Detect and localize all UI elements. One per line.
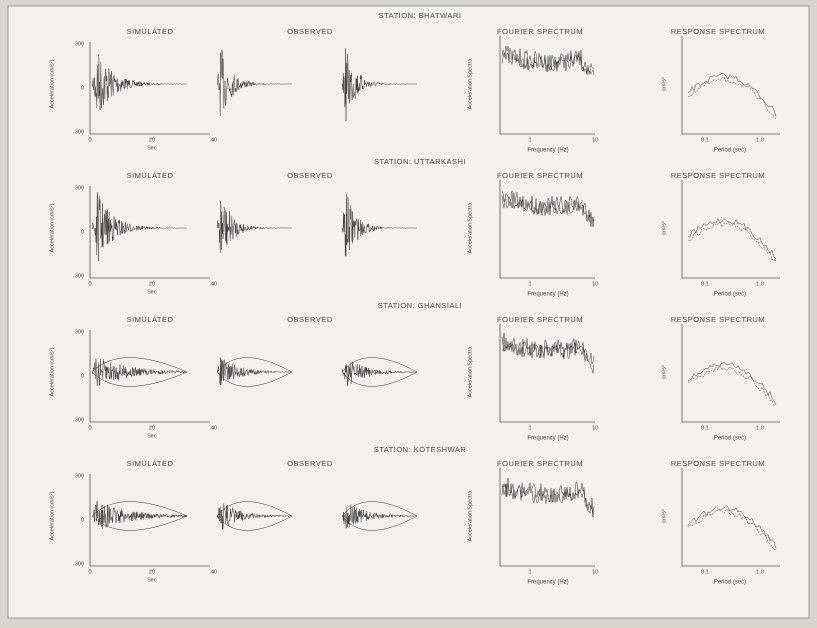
fourier-title: FOURIER SPECTRUM <box>497 27 583 36</box>
station-label: STATION: UTTARKASHI <box>374 157 466 166</box>
response-y-label: cm/s² <box>661 509 667 523</box>
fourier-y-label: Acceleration Spectra <box>467 346 473 398</box>
response-title: RESPONSE SPECTRUM <box>671 459 765 468</box>
x-tick: 20 <box>149 425 155 431</box>
response-x-tick: 0.1 <box>701 425 709 431</box>
simulated-label: SIMULATED <box>127 27 174 36</box>
y-tick: -300 <box>73 129 84 135</box>
y-tick: 0 <box>81 85 84 91</box>
y-tick: -300 <box>73 273 84 279</box>
response-x-tick: 0.1 <box>701 137 709 143</box>
x-axis-label: Sec <box>147 577 157 583</box>
station-label: STATION: KOTESHWAR <box>374 445 467 454</box>
fourier-x-tick: 1 <box>528 425 531 431</box>
x-tick: 0 <box>88 281 91 287</box>
station-label: STATION: BHATWARI <box>379 11 462 20</box>
observed-label: OBSERVED <box>287 459 333 468</box>
fourier-x-label: Frequency (Hz) <box>527 148 568 154</box>
response-x-tick: 1.0 <box>756 425 764 431</box>
response-x-label: Period (sec) <box>714 436 746 442</box>
y-tick: 300 <box>75 329 84 335</box>
x-tick: 40 <box>211 569 217 575</box>
x-tick: 40 <box>211 137 217 143</box>
y-tick: 300 <box>75 473 84 479</box>
y-axis-label: Acceleration (cm/s²) <box>49 59 55 108</box>
x-tick: 40 <box>211 281 217 287</box>
response-title: RESPONSE SPECTRUM <box>671 171 765 180</box>
response-x-label: Period (sec) <box>714 148 746 154</box>
response-x-tick: 1.0 <box>756 569 764 575</box>
observed-label: OBSERVED <box>287 315 333 324</box>
fourier-x-label: Frequency (Hz) <box>527 292 568 298</box>
x-tick: 0 <box>88 137 91 143</box>
observed-label: OBSERVED <box>287 27 333 36</box>
x-axis-label: Sec <box>147 145 157 151</box>
y-axis-label: Acceleration (cm/s²) <box>49 491 55 540</box>
observed-label: OBSERVED <box>287 171 333 180</box>
x-axis-label: Sec <box>147 289 157 295</box>
fourier-x-tick: 1 <box>528 569 531 575</box>
fourier-x-tick: 1 <box>528 281 531 287</box>
fourier-y-label: Acceleration Spectra <box>467 58 473 110</box>
fourier-x-tick: 10 <box>592 569 598 575</box>
fourier-x-label: Frequency (Hz) <box>527 436 568 442</box>
y-tick: -300 <box>73 561 84 567</box>
response-y-label: cm/s² <box>661 221 667 235</box>
response-x-tick: 1.0 <box>756 137 764 143</box>
response-y-label: cm/s² <box>661 365 667 379</box>
simulated-label: SIMULATED <box>127 459 174 468</box>
fourier-x-tick: 10 <box>592 425 598 431</box>
fourier-title: FOURIER SPECTRUM <box>497 459 583 468</box>
y-tick: -300 <box>73 417 84 423</box>
figure: STATION: BHATWARI SIMULATED OBSERVED Accele… <box>0 0 817 628</box>
fourier-title: FOURIER SPECTRUM <box>497 171 583 180</box>
response-title: RESPONSE SPECTRUM <box>671 315 765 324</box>
x-tick: 20 <box>149 281 155 287</box>
x-tick: 0 <box>88 425 91 431</box>
simulated-label: SIMULATED <box>127 171 174 180</box>
y-tick: 0 <box>81 373 84 379</box>
x-tick: 0 <box>88 569 91 575</box>
x-tick: 20 <box>149 137 155 143</box>
y-axis-label: Acceleration (cm/s²) <box>49 347 55 396</box>
fourier-y-label: Acceleration Spectra <box>467 202 473 254</box>
fourier-x-label: Frequency (Hz) <box>527 580 568 586</box>
x-axis-label: Sec <box>147 433 157 439</box>
fourier-title: FOURIER SPECTRUM <box>497 315 583 324</box>
x-tick: 40 <box>211 425 217 431</box>
response-x-tick: 1.0 <box>756 281 764 287</box>
fourier-y-label: Acceleration Spectra <box>467 490 473 542</box>
response-x-label: Period (sec) <box>714 580 746 586</box>
response-x-tick: 0.1 <box>701 569 709 575</box>
fourier-x-tick: 10 <box>592 281 598 287</box>
fourier-x-tick: 1 <box>528 137 531 143</box>
station-label: STATION: GHANSIALI <box>378 301 463 310</box>
y-tick: 300 <box>75 185 84 191</box>
response-x-label: Period (sec) <box>714 292 746 298</box>
simulated-label: SIMULATED <box>127 315 174 324</box>
y-axis-label: Acceleration (cm/s²) <box>49 203 55 252</box>
response-x-tick: 0.1 <box>701 281 709 287</box>
y-tick: 0 <box>81 229 84 235</box>
y-tick: 0 <box>81 517 84 523</box>
y-tick: 300 <box>75 41 84 47</box>
response-title: RESPONSE SPECTRUM <box>671 27 765 36</box>
response-y-label: cm/s² <box>661 77 667 91</box>
fourier-x-tick: 10 <box>592 137 598 143</box>
x-tick: 20 <box>149 569 155 575</box>
